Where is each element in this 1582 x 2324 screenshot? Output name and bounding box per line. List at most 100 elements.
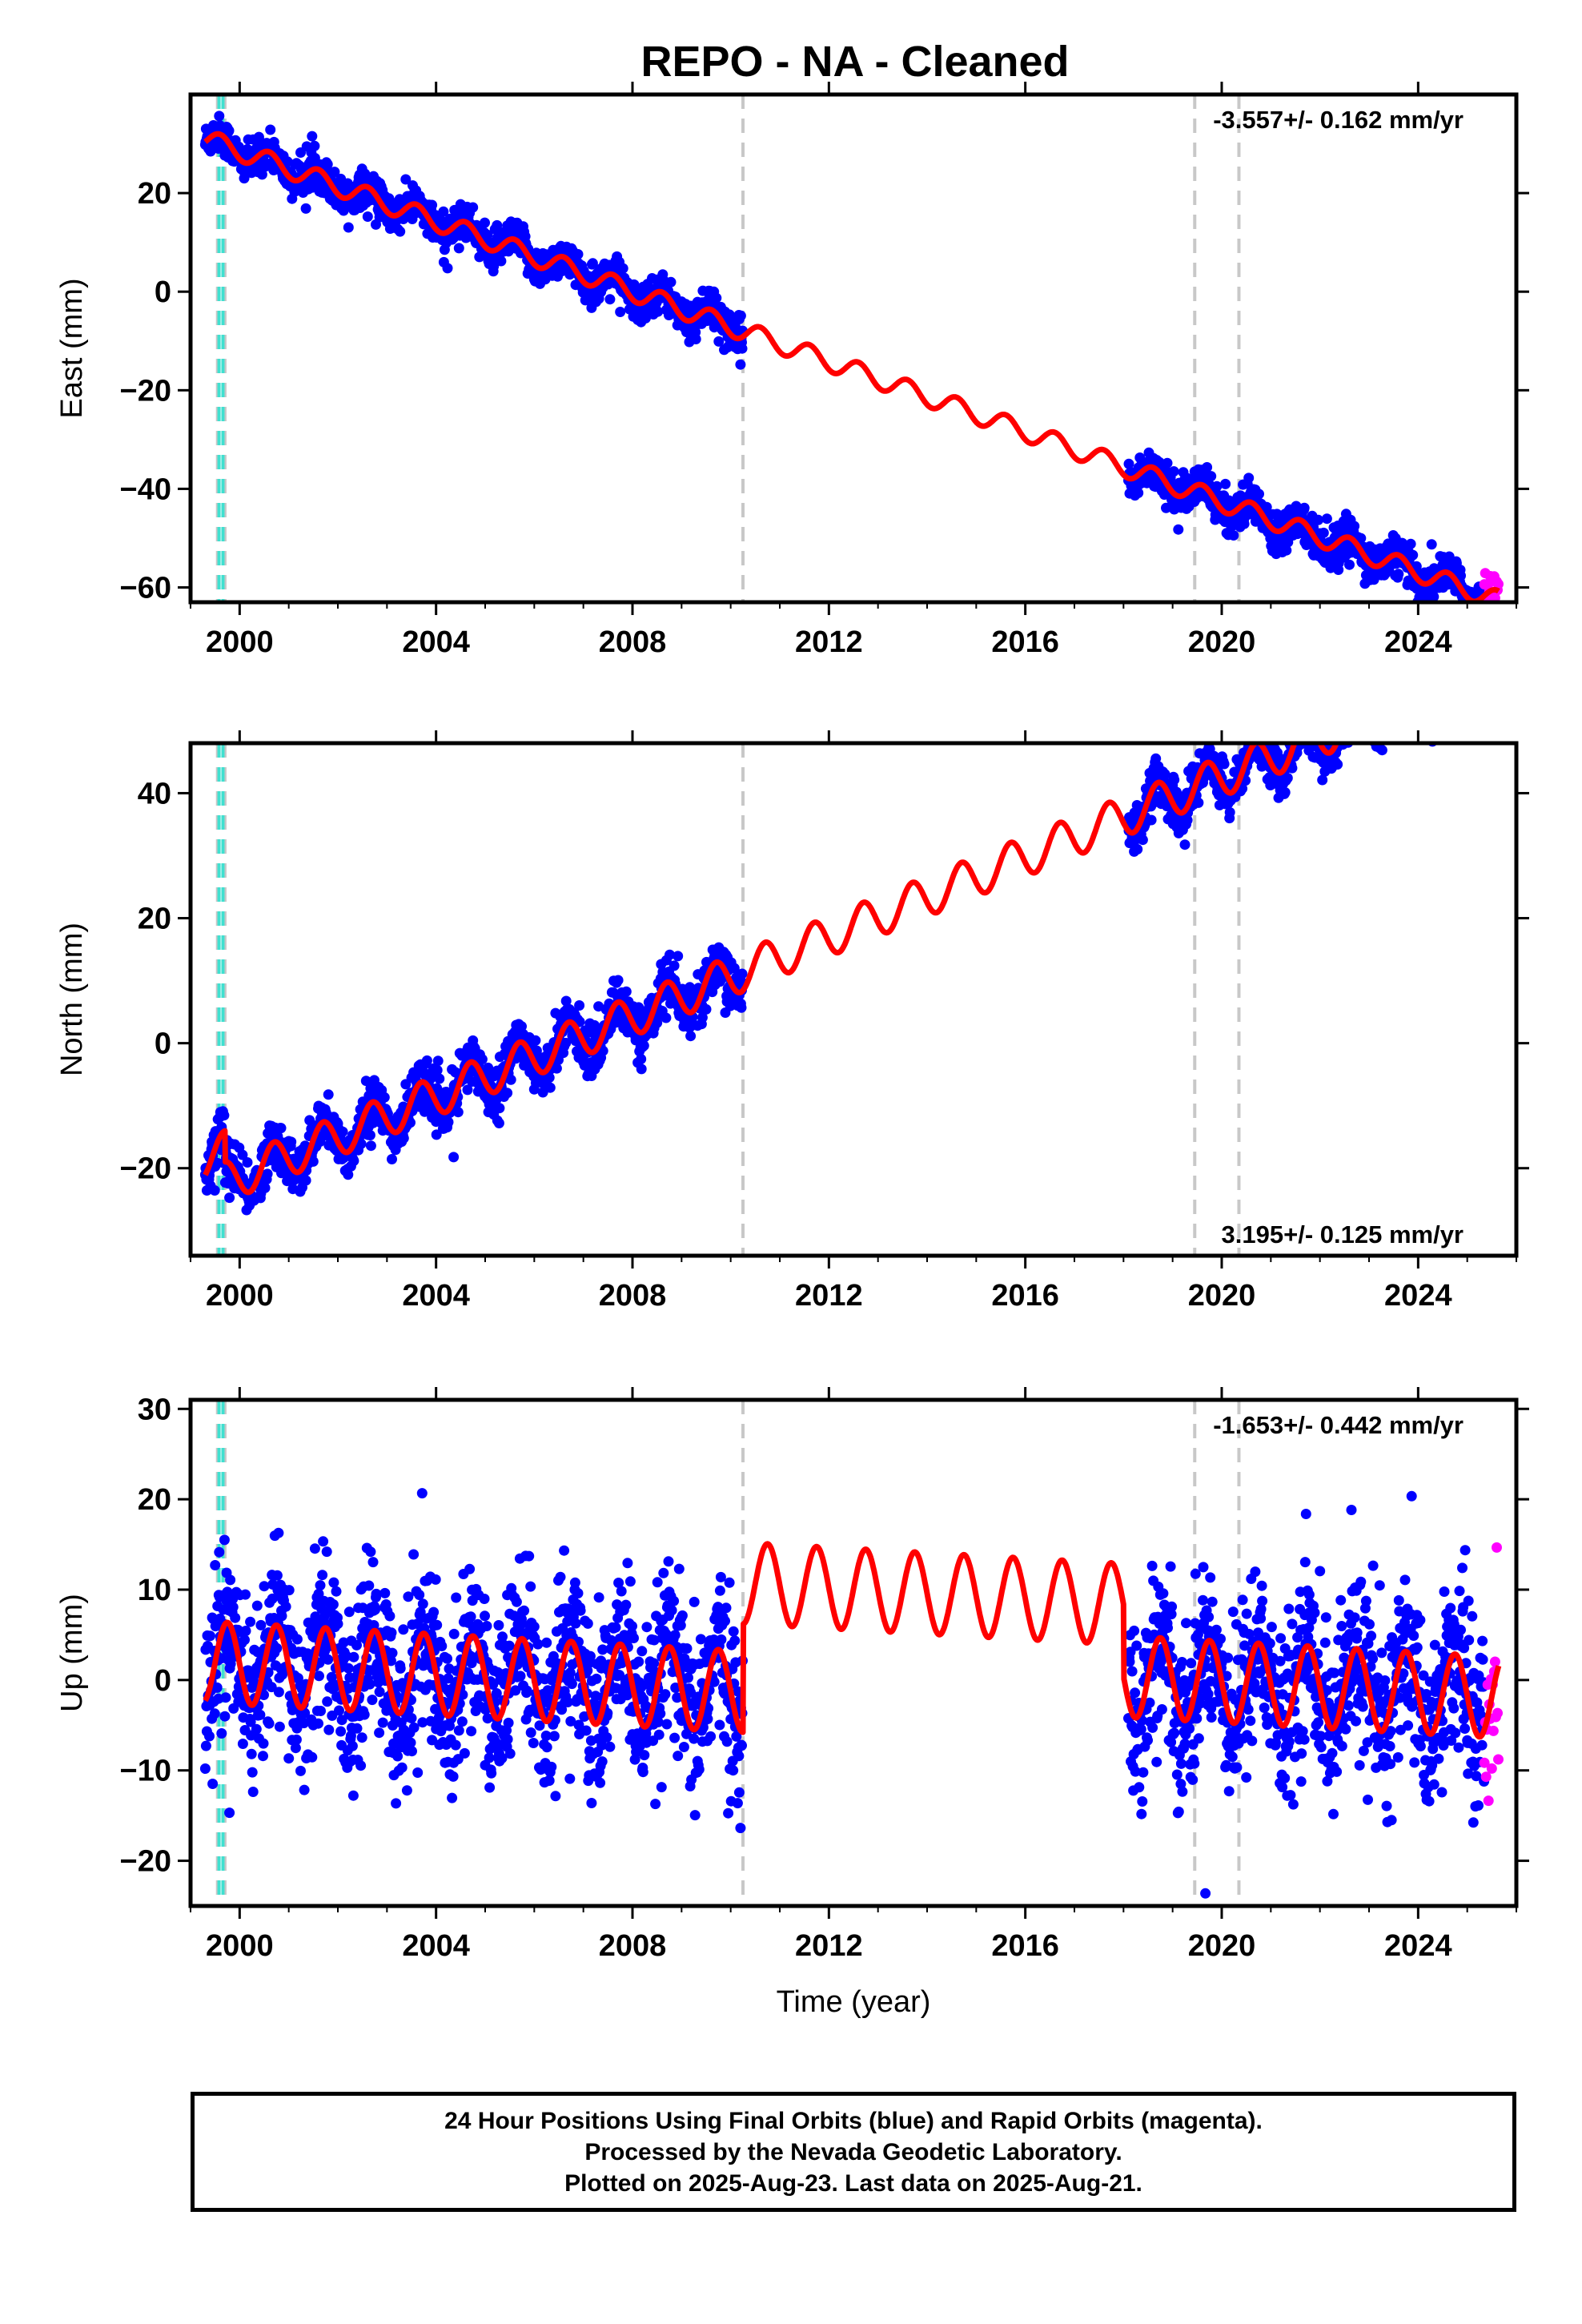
data-point xyxy=(1447,669,1457,680)
data-point xyxy=(1349,521,1360,532)
data-point xyxy=(263,1718,275,1729)
data-point xyxy=(1408,678,1419,689)
frame-north xyxy=(188,741,1519,1258)
data-point xyxy=(1457,688,1468,698)
x-tick-label: 2016 xyxy=(991,1279,1059,1313)
data-point xyxy=(1312,718,1323,728)
data-point xyxy=(351,1723,363,1734)
data-point xyxy=(251,1723,262,1735)
data-point xyxy=(1460,671,1470,682)
data-point xyxy=(1476,690,1486,700)
data-point xyxy=(1357,717,1367,727)
rapid-data-point xyxy=(1484,665,1495,675)
plot-area-east xyxy=(199,94,1504,619)
data-point xyxy=(317,1570,328,1581)
data-point xyxy=(210,1560,221,1570)
data-point xyxy=(1383,723,1394,734)
data-point xyxy=(1462,663,1472,673)
panel-north: 2000 2004 2008 2012 2016 2020 2024−2002040Nort… xyxy=(55,625,1529,1313)
data-point xyxy=(735,359,746,370)
data-point xyxy=(432,1055,444,1067)
data-point xyxy=(572,249,584,259)
data-point xyxy=(1415,707,1425,718)
data-point xyxy=(1355,700,1366,710)
data-point xyxy=(1341,725,1351,735)
data-point xyxy=(365,1140,376,1152)
data-point xyxy=(1457,641,1468,652)
data-point xyxy=(1468,609,1478,619)
data-point xyxy=(496,255,507,267)
data-point xyxy=(1169,774,1180,786)
data-point xyxy=(280,1601,291,1612)
data-point xyxy=(1452,625,1462,636)
data-point xyxy=(1333,731,1343,742)
data-point xyxy=(1468,607,1478,617)
data-point xyxy=(1464,682,1474,693)
data-point xyxy=(1431,690,1441,701)
data-point xyxy=(544,1082,556,1093)
data-point xyxy=(1384,710,1395,721)
data-point xyxy=(1471,687,1481,698)
data-point xyxy=(665,276,677,287)
data-point xyxy=(620,986,632,997)
data-point xyxy=(1470,670,1480,681)
data-point xyxy=(299,1784,310,1795)
data-point xyxy=(1313,727,1323,738)
data-point xyxy=(1391,684,1401,694)
data-point xyxy=(1294,723,1304,734)
data-point xyxy=(240,1589,251,1600)
data-point xyxy=(1464,681,1475,691)
data-point xyxy=(1366,710,1376,721)
data-point xyxy=(1319,727,1330,738)
data-point xyxy=(1382,728,1392,738)
data-point xyxy=(1295,727,1306,738)
data-point xyxy=(1404,673,1415,683)
data-point xyxy=(219,1711,231,1722)
data-point xyxy=(318,1536,329,1547)
data-point xyxy=(1307,725,1318,735)
data-point xyxy=(1374,722,1384,732)
data-point xyxy=(1345,702,1355,713)
data-point xyxy=(1379,713,1389,723)
data-point xyxy=(224,1192,235,1204)
data-point xyxy=(1448,668,1459,678)
data-point xyxy=(1300,697,1311,707)
data-point xyxy=(209,1708,220,1719)
data-point xyxy=(1396,699,1407,710)
data-point xyxy=(1379,731,1389,742)
data-point xyxy=(1477,700,1488,710)
data-point xyxy=(1428,708,1439,718)
data-point xyxy=(1368,726,1379,736)
data-point xyxy=(1335,717,1345,727)
data-point xyxy=(1476,604,1487,614)
data-point xyxy=(363,1580,375,1591)
data-point xyxy=(1347,715,1358,726)
data-point xyxy=(307,131,318,142)
data-point xyxy=(1463,679,1473,690)
data-point xyxy=(1367,728,1378,738)
data-point xyxy=(1367,701,1378,711)
data-point xyxy=(1450,665,1460,675)
data-point xyxy=(1436,691,1447,702)
data-point xyxy=(1449,670,1460,681)
data-point xyxy=(239,1634,250,1646)
rate-label-east: -3.557+/- 0.162 mm/yr xyxy=(1213,106,1464,134)
data-point xyxy=(1206,471,1217,482)
data-point xyxy=(1383,705,1393,715)
data-point xyxy=(737,968,748,979)
data-point xyxy=(1249,721,1259,731)
data-point xyxy=(1431,707,1442,718)
data-point xyxy=(1133,488,1144,498)
rapid-data-point xyxy=(1492,652,1502,662)
data-point xyxy=(1295,711,1305,722)
data-point xyxy=(1348,698,1359,708)
data-point xyxy=(1351,673,1361,684)
data-point xyxy=(1469,606,1480,617)
data-point xyxy=(1479,669,1489,680)
panel-up: 2000 2004 2008 2012 2016 2020 2024−20−10010203… xyxy=(55,1387,1529,2019)
data-point xyxy=(1365,723,1375,734)
data-point xyxy=(1299,731,1310,742)
data-point xyxy=(1304,731,1315,742)
data-point xyxy=(1405,687,1415,698)
data-point xyxy=(1411,702,1422,712)
